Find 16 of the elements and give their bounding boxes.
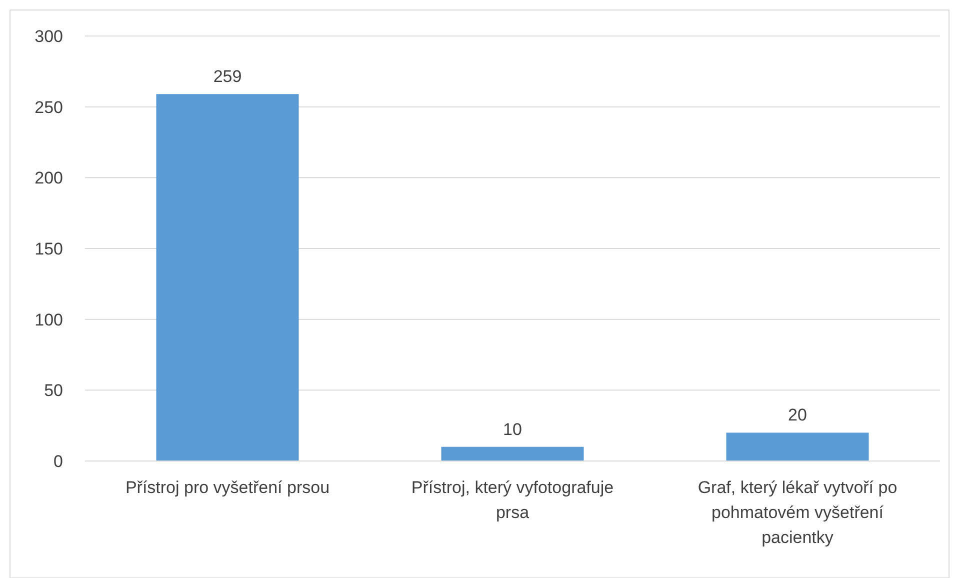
bar [726, 432, 869, 461]
data-label: 10 [503, 420, 522, 439]
y-tick-label: 300 [34, 26, 63, 46]
y-tick-label: 250 [34, 98, 63, 117]
data-label: 20 [788, 406, 807, 425]
bar [156, 94, 299, 461]
x-tick-label: Přístroj pro vyšetření prsou [125, 478, 330, 497]
y-tick-label: 0 [54, 452, 63, 471]
y-tick-label: 100 [34, 310, 63, 330]
x-tick-label: Přístroj, který vyfotografuje prsa [411, 478, 614, 522]
y-tick-label: 50 [44, 381, 63, 400]
y-tick-label: 200 [34, 168, 63, 188]
data-label: 259 [213, 67, 242, 86]
x-tick-label: Graf, který lékař vytvoří po pohmatovém vyšetření pacientky [698, 478, 898, 547]
y-tick-label: 150 [34, 239, 63, 258]
bar [441, 446, 584, 461]
